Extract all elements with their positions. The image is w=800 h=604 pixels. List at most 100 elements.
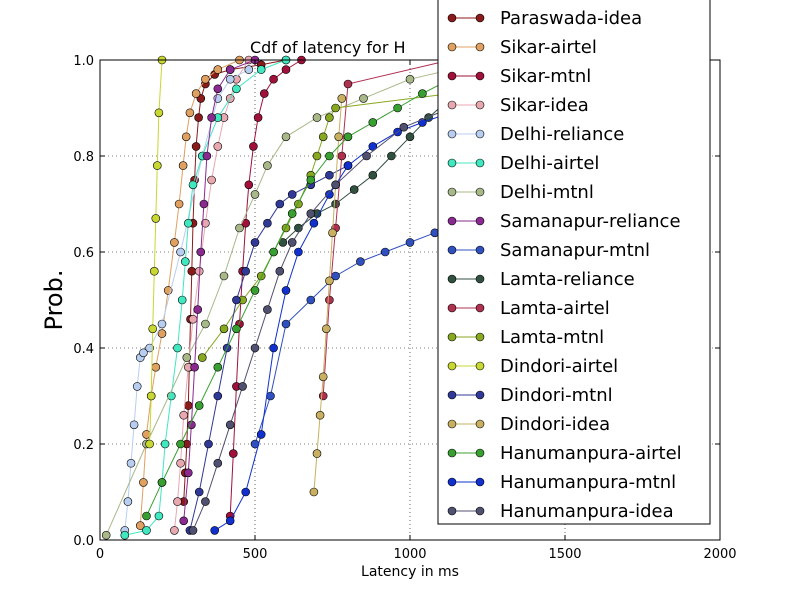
legend-entry: Delhi-reliance xyxy=(447,124,624,145)
legend-marker xyxy=(447,158,457,168)
legend-marker xyxy=(447,100,457,110)
x-tick-label: 2000 xyxy=(703,547,736,562)
series-delhi-mtnl xyxy=(101,60,477,540)
legend-marker xyxy=(475,274,485,284)
legend-marker xyxy=(447,448,457,458)
data-point xyxy=(318,372,328,382)
data-point xyxy=(157,478,167,487)
data-point xyxy=(150,266,159,276)
data-point xyxy=(154,511,164,521)
data-point xyxy=(173,497,182,506)
legend-entry: Dindori-airtel xyxy=(447,356,618,377)
series-line xyxy=(149,59,163,445)
legend-marker xyxy=(475,361,485,371)
data-point xyxy=(219,271,229,281)
data-point xyxy=(250,238,260,247)
data-point xyxy=(198,353,207,362)
legend-label: Samanapur-reliance xyxy=(500,211,681,232)
series-line xyxy=(282,98,451,243)
x-tick-label: 500 xyxy=(243,547,268,562)
legend-marker xyxy=(447,187,457,197)
data-point xyxy=(213,391,223,401)
data-point xyxy=(142,511,151,521)
series-delhi-reliance xyxy=(120,65,254,535)
legend-marker xyxy=(475,390,485,400)
data-point xyxy=(312,449,322,458)
legend-marker xyxy=(475,448,485,458)
series-line xyxy=(254,227,451,445)
data-point xyxy=(359,94,368,103)
data-point xyxy=(312,113,322,122)
legend-label: Hanumanpura-mtnl xyxy=(500,472,676,493)
legend-label: Sikar-mtnl xyxy=(500,66,591,87)
data-point xyxy=(225,74,235,84)
data-point xyxy=(132,382,142,391)
legend-marker xyxy=(475,477,485,487)
data-point xyxy=(210,526,219,535)
data-point xyxy=(331,103,340,113)
legend-label: Lamta-airtel xyxy=(500,298,610,319)
legend-box xyxy=(437,0,711,525)
data-point xyxy=(337,151,347,161)
legend-entry: Samanapur-reliance xyxy=(447,211,681,232)
data-point xyxy=(321,324,331,334)
legend-marker xyxy=(447,129,457,139)
data-point xyxy=(225,516,235,526)
data-point xyxy=(249,142,258,151)
legend-entry: Samanapur-mtnl xyxy=(447,240,650,261)
data-point xyxy=(312,151,322,161)
data-point xyxy=(387,151,396,161)
series-line xyxy=(146,78,451,517)
data-point xyxy=(213,362,223,372)
legend-marker xyxy=(475,506,485,516)
data-point xyxy=(405,74,415,84)
data-point xyxy=(309,487,319,497)
legend-label: Samanapur-mtnl xyxy=(500,240,650,261)
data-point xyxy=(343,79,353,89)
y-tick-label: 0.2 xyxy=(73,438,94,453)
data-point xyxy=(182,353,192,362)
data-point xyxy=(185,108,195,118)
legend-marker xyxy=(447,216,457,226)
data-point xyxy=(219,324,229,334)
legend-label: Sikar-idea xyxy=(500,95,589,116)
data-point xyxy=(235,223,244,233)
y-tick-label: 0.0 xyxy=(73,534,94,549)
data-point xyxy=(176,247,185,257)
y-tick-label: 1.0 xyxy=(73,54,94,69)
legend-label: Dindori-idea xyxy=(500,414,610,435)
legend-label: Lamta-mtnl xyxy=(500,327,604,348)
data-point xyxy=(238,382,247,391)
series-line xyxy=(322,59,451,397)
data-point xyxy=(194,487,204,497)
data-point xyxy=(190,362,199,372)
data-point xyxy=(250,286,260,295)
legend-marker xyxy=(447,274,457,284)
data-point xyxy=(328,228,337,238)
legend-entry: Dindori-mtnl xyxy=(447,385,613,406)
data-point xyxy=(399,122,409,132)
data-point xyxy=(178,161,188,170)
data-point xyxy=(194,401,204,410)
data-point xyxy=(157,319,167,329)
legend-label: Delhi-airtel xyxy=(500,153,599,174)
tick-layer: 0 500 1000 1500 2000 0.0 0.2 0.4 0.6 0.8 1.0 xyxy=(73,54,736,562)
data-point xyxy=(139,478,148,487)
data-point xyxy=(294,247,303,257)
data-point xyxy=(241,487,250,497)
data-point xyxy=(126,458,136,468)
data-point xyxy=(269,247,278,257)
data-point xyxy=(405,132,415,142)
data-point xyxy=(287,190,297,199)
data-point xyxy=(256,271,266,281)
data-point xyxy=(405,238,415,247)
data-point xyxy=(309,218,319,228)
legend-entry: Dindori-idea xyxy=(447,414,610,435)
data-point xyxy=(325,170,334,180)
data-point xyxy=(250,343,260,353)
data-point xyxy=(213,142,223,151)
legend-marker xyxy=(475,332,485,342)
data-point xyxy=(263,161,272,170)
